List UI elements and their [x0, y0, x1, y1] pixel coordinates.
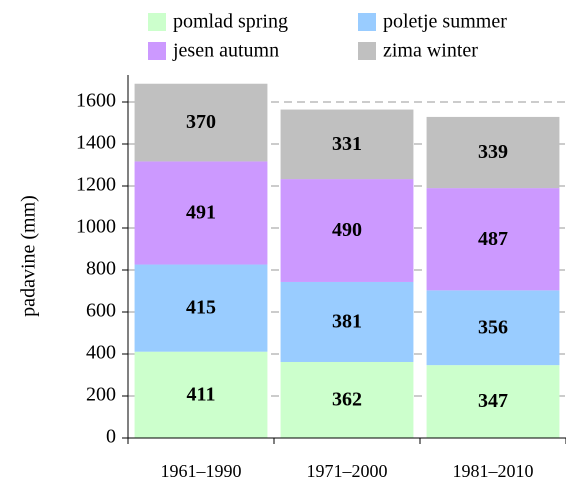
value-label: 331 — [332, 133, 362, 155]
legend-label: jesen autumn — [172, 40, 279, 62]
value-label: 491 — [186, 202, 216, 224]
bar-segment — [134, 351, 268, 438]
value-label: 370 — [186, 111, 216, 133]
value-label: 487 — [478, 228, 508, 250]
y-tick-label: 1400 — [76, 132, 116, 154]
value-label: 381 — [332, 311, 362, 333]
legend-label: zima winter — [383, 40, 478, 62]
value-label: 411 — [187, 383, 216, 405]
y-tick-label: 800 — [86, 258, 116, 280]
legend-swatch — [148, 13, 166, 31]
bar-segment — [280, 179, 414, 282]
value-label: 415 — [186, 297, 216, 319]
y-tick-label: 400 — [86, 342, 116, 364]
bar-segment — [134, 83, 268, 162]
y-tick-label: 0 — [106, 426, 116, 448]
value-label: 356 — [478, 316, 508, 338]
y-tick-label: 1600 — [76, 90, 116, 112]
bar-segment — [426, 290, 560, 366]
legend-swatch — [148, 42, 166, 60]
legend-swatch — [358, 42, 376, 60]
bar-segment — [134, 264, 268, 352]
bar-segment — [426, 365, 560, 438]
bar-segment — [426, 188, 560, 291]
y-tick-label: 1200 — [76, 174, 116, 196]
x-tick-label: 1961–1990 — [161, 461, 242, 481]
bar-segment — [134, 161, 268, 265]
bar-segment — [426, 116, 560, 189]
value-label: 347 — [478, 390, 508, 412]
y-tick-label: 200 — [86, 384, 116, 406]
value-label: 362 — [332, 389, 362, 411]
legend-swatch — [358, 13, 376, 31]
value-label: 339 — [478, 141, 508, 163]
y-tick-label: 600 — [86, 300, 116, 322]
y-tick-label: 1000 — [76, 216, 116, 238]
bar-segment — [280, 281, 414, 362]
legend-label: pomlad spring — [173, 11, 288, 33]
legend-label: poletje summer — [383, 11, 507, 33]
x-tick-label: 1981–2010 — [453, 461, 534, 481]
x-tick-label: 1971–2000 — [307, 461, 388, 481]
bar-segment — [280, 361, 414, 438]
bar-segment — [280, 109, 414, 180]
y-axis-label: padavine (mm) — [18, 195, 40, 317]
value-label: 490 — [332, 219, 362, 241]
